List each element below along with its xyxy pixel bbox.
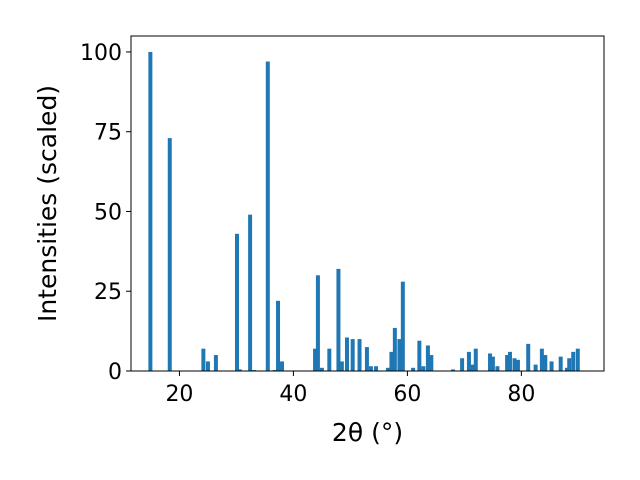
- y-tick-label: 100: [80, 41, 122, 66]
- bar: [571, 351, 576, 371]
- plot-frame: [130, 35, 605, 372]
- bar: [400, 281, 405, 371]
- bar: [389, 351, 394, 371]
- bar: [488, 353, 493, 371]
- bar: [505, 355, 510, 371]
- bar: [564, 367, 569, 371]
- bar: [248, 214, 253, 371]
- bar: [539, 348, 544, 371]
- bar: [473, 348, 478, 371]
- bar: [495, 366, 500, 371]
- bar: [515, 359, 520, 371]
- bars-group: [148, 51, 580, 372]
- bar: [327, 348, 332, 371]
- bar: [313, 348, 318, 371]
- bar: [575, 348, 580, 371]
- x-tick-label: 60: [393, 382, 421, 407]
- bar: [386, 367, 391, 371]
- bar: [507, 351, 512, 371]
- bar: [350, 339, 355, 371]
- y-tick-label: 25: [94, 280, 122, 305]
- bar: [392, 327, 397, 371]
- bar: [549, 361, 554, 371]
- x-tick-label: 40: [279, 382, 307, 407]
- bar: [280, 361, 285, 371]
- bar: [235, 233, 239, 371]
- bar: [411, 367, 416, 371]
- bar: [543, 355, 548, 371]
- bar: [201, 348, 206, 371]
- bar: [567, 358, 572, 371]
- bar: [148, 51, 153, 371]
- bar: [421, 366, 426, 371]
- bar: [339, 361, 344, 371]
- bar: [374, 366, 379, 371]
- bar: [364, 347, 369, 371]
- bar: [470, 364, 475, 371]
- bar: [276, 300, 281, 371]
- bar: [512, 358, 517, 371]
- x-axis-label: 2θ (°): [332, 418, 403, 447]
- x-tick-label: 80: [507, 382, 535, 407]
- bar: [368, 366, 373, 371]
- bar: [213, 355, 218, 371]
- bar: [460, 358, 465, 371]
- bar: [237, 369, 242, 371]
- bar: [397, 339, 402, 371]
- bar: [417, 340, 422, 371]
- ticks-group: 20 40 60 80 0 25 50 75 100: [80, 41, 535, 407]
- bar: [167, 138, 172, 371]
- bar: [429, 355, 434, 371]
- y-tick-label: 50: [94, 200, 122, 225]
- bar: [466, 351, 471, 371]
- bar: [526, 343, 531, 371]
- bar: [344, 337, 349, 371]
- bar: [558, 356, 563, 371]
- bar: [533, 364, 538, 371]
- y-tick-label: 75: [94, 121, 122, 146]
- bar: [490, 356, 495, 371]
- bar: [425, 345, 430, 371]
- bar: [336, 268, 341, 371]
- y-tick-label: 0: [108, 360, 122, 385]
- bar: [357, 339, 362, 371]
- y-axis-label: Intensities (scaled): [33, 85, 62, 322]
- bar: [265, 61, 270, 372]
- bar: [450, 369, 455, 371]
- bar: [205, 361, 210, 371]
- bar: [319, 367, 324, 371]
- bar: [315, 275, 320, 371]
- x-tick-label: 20: [165, 382, 193, 407]
